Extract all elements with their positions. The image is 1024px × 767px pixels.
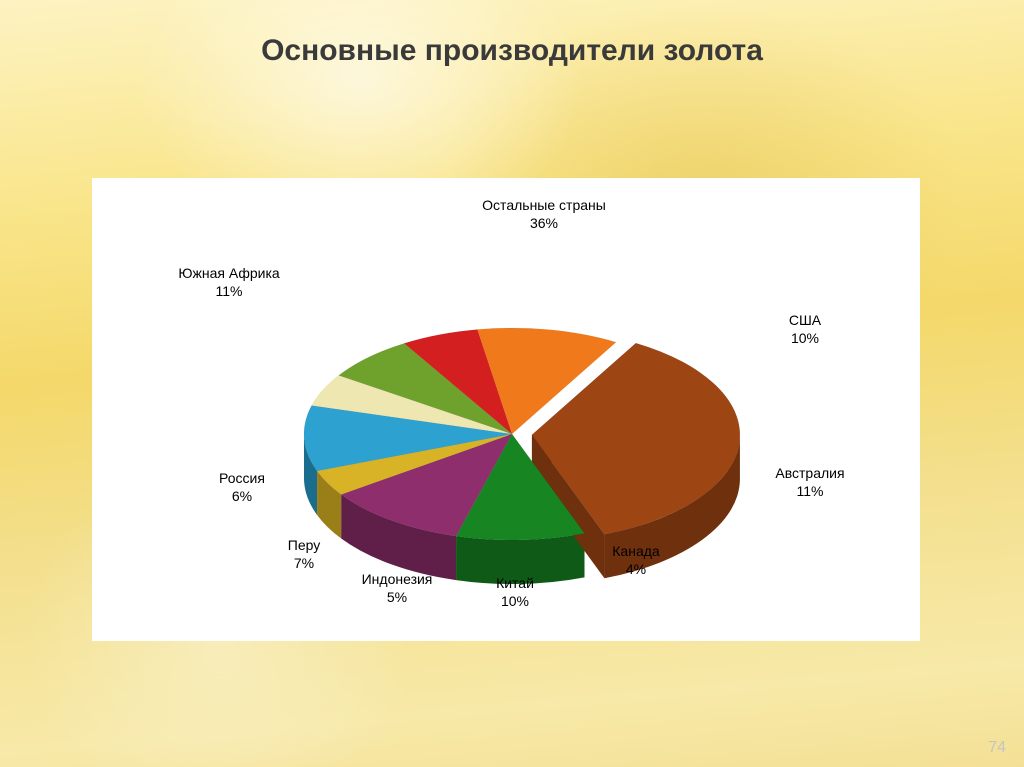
slice-label: Канада [612, 543, 660, 559]
slice-percent: 11% [216, 283, 243, 299]
slice-label: Перу [288, 537, 320, 553]
slice-percent: 5% [387, 589, 407, 605]
slice-label: Индонезия [362, 571, 433, 587]
slice-label: Южная Африка [178, 265, 280, 281]
slice-percent: 36% [530, 215, 558, 231]
slice-percent: 6% [232, 488, 252, 504]
slice-percent: 4% [626, 561, 646, 577]
slice-label: Китай [496, 575, 534, 591]
slice-label: США [789, 312, 822, 328]
slice-label: Остальные страны [482, 197, 606, 213]
slide-number: 74 [988, 739, 1006, 757]
slice-label: Австралия [775, 465, 844, 481]
slice-percent: 11% [797, 483, 824, 499]
slice-percent: 10% [791, 330, 819, 346]
chart-card: Остальные страны 36% США 10% Австралия 11% Кан… [92, 178, 920, 641]
page-title: Основные производители золота [0, 34, 1024, 68]
slice-percent: 10% [501, 593, 529, 609]
slice-percent: 7% [294, 555, 314, 571]
slice-label: Россия [219, 470, 265, 486]
pie-chart: Остальные страны 36% США 10% Австралия 11% Кан… [92, 178, 920, 641]
